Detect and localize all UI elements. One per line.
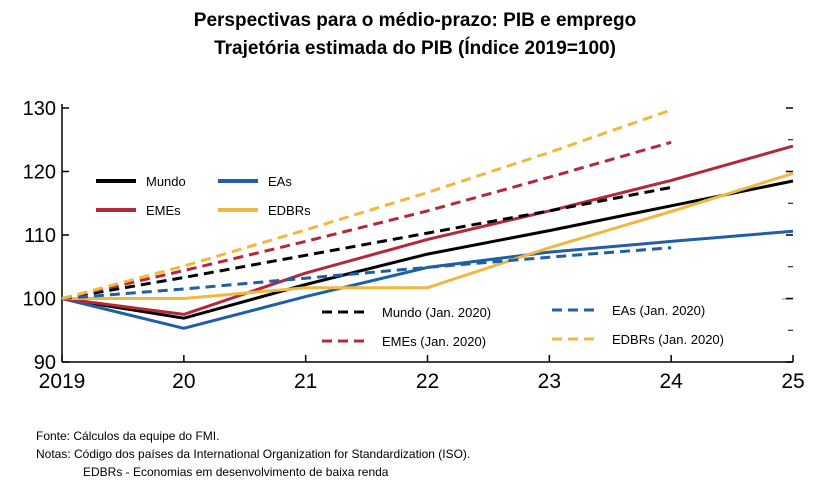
series-line-mundo-jan-2020 bbox=[61, 185, 672, 300]
series-line-eas-jan-2020 bbox=[61, 246, 672, 300]
x-tick-label: 24 bbox=[659, 370, 683, 393]
legend-label: EMEs (Jan. 2020) bbox=[382, 334, 486, 349]
y-tick-label: 130 bbox=[23, 98, 56, 120]
y-tick-label: 90 bbox=[34, 352, 56, 374]
y-tick-label: 110 bbox=[24, 225, 56, 247]
source-note: Fonte: Cálculos da equipe do FMI. bbox=[36, 429, 220, 443]
legend-label: EAs (Jan. 2020) bbox=[612, 303, 705, 318]
x-tick-label: 2019 bbox=[39, 370, 86, 393]
notes-line-1: Notas: Código dos países da Internationa… bbox=[36, 447, 471, 461]
x-tick-label: 20 bbox=[172, 370, 195, 393]
chart-title: Perspectivas para o médio-prazo: PIB e e… bbox=[193, 10, 637, 31]
chart-notes: Fonte: Cálculos da equipe do FMI. Notas:… bbox=[36, 427, 470, 481]
legend-label: EDBRs bbox=[268, 203, 311, 218]
legend-label: Mundo bbox=[146, 174, 186, 189]
legend-label: Mundo (Jan. 2020) bbox=[382, 305, 491, 320]
series-line-mundo bbox=[61, 179, 794, 320]
notes-line-2: EDBRs - Economias em desenvolvimento de … bbox=[83, 465, 389, 479]
y-tick-label: 100 bbox=[23, 289, 56, 311]
legend-label: EAs bbox=[268, 174, 292, 189]
legend-label: EMEs bbox=[146, 203, 181, 218]
series-line-edbrs-jan-2020 bbox=[61, 108, 672, 300]
y-tick-label: 120 bbox=[23, 162, 56, 184]
series-line-emes bbox=[61, 144, 794, 316]
legend-label: EDBRs (Jan. 2020) bbox=[612, 332, 724, 347]
x-tick-label: 25 bbox=[781, 370, 804, 393]
x-tick-label: 23 bbox=[538, 370, 561, 393]
series-line-emes-jan-2020 bbox=[61, 140, 672, 300]
series-line-edbrs bbox=[62, 171, 794, 300]
x-tick-label: 21 bbox=[294, 370, 317, 393]
x-tick-label: 22 bbox=[416, 370, 439, 393]
chart-subtitle: Trajetória estimada do PIB (Índice 2019=… bbox=[214, 38, 616, 59]
series-line-eas bbox=[61, 229, 794, 330]
